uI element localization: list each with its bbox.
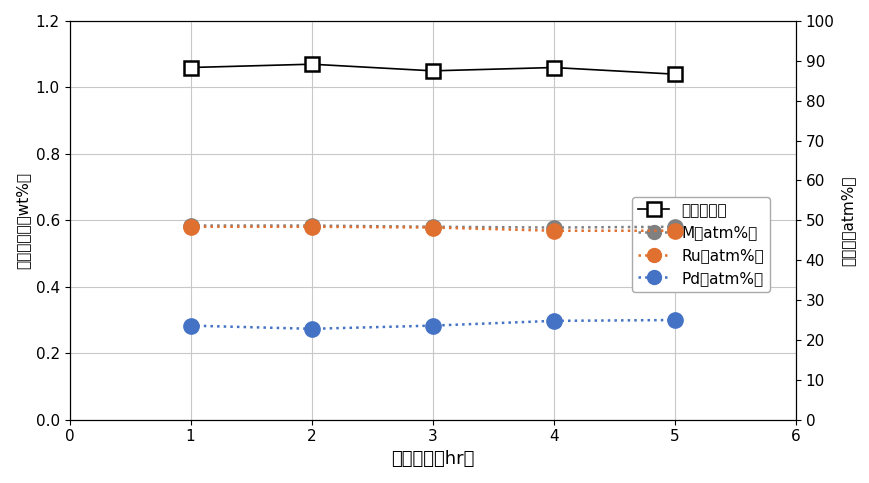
Y-axis label: 金属含有率（wt%）: 金属含有率（wt%） xyxy=(15,172,30,269)
Legend: 金属含有率, M（atm%）, Ru（atm%）, Pd（atm%）: 金属含有率, M（atm%）, Ru（atm%）, Pd（atm%） xyxy=(632,197,769,292)
Y-axis label: 组成比（atm%）: 组成比（atm%） xyxy=(839,175,854,266)
X-axis label: 运行时间（hr）: 运行时间（hr） xyxy=(390,450,474,468)
